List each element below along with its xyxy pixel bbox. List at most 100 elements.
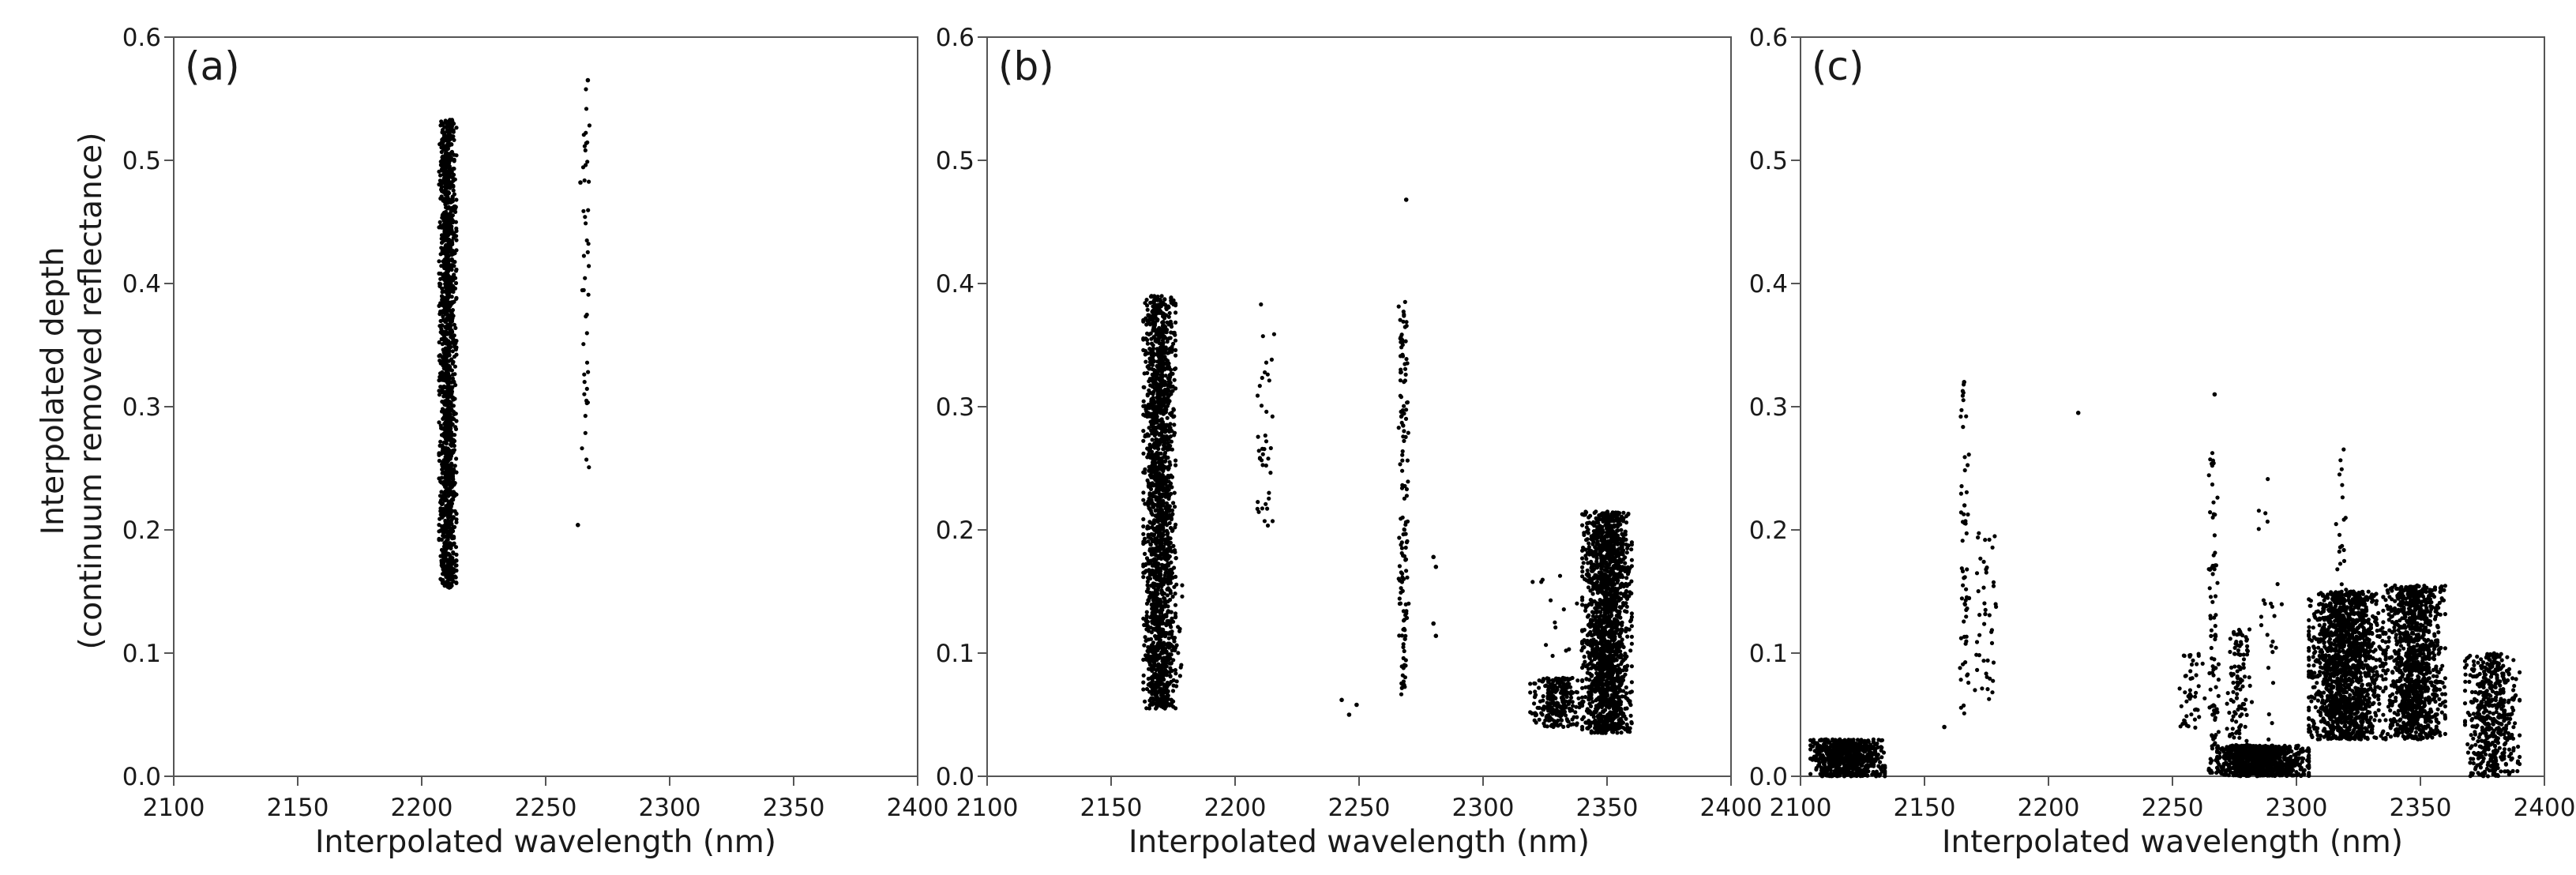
data-point	[1564, 693, 1568, 698]
data-point	[1161, 366, 1166, 371]
data-point	[449, 358, 453, 362]
data-point	[1151, 430, 1157, 435]
data-point	[1540, 712, 1545, 717]
data-point	[1162, 613, 1168, 618]
data-point	[1267, 490, 1271, 495]
data-point	[443, 508, 449, 513]
data-point	[1615, 528, 1620, 533]
data-point	[1167, 447, 1172, 452]
data-point	[446, 363, 451, 368]
data-point	[1401, 618, 1406, 623]
data-point	[584, 130, 588, 135]
data-point	[440, 580, 445, 586]
data-point	[1151, 421, 1157, 426]
data-point	[1166, 351, 1170, 355]
data-point	[1141, 673, 1146, 678]
data-point	[452, 364, 458, 369]
data-point	[1168, 381, 1173, 385]
data-point	[1398, 601, 1403, 606]
data-point	[1629, 689, 1634, 694]
data-point	[1629, 558, 1634, 562]
data-point	[1155, 600, 1160, 606]
data-point	[443, 144, 448, 148]
data-point	[1629, 540, 1634, 545]
data-point	[447, 218, 452, 223]
data-point	[1180, 594, 1185, 599]
data-point	[1159, 350, 1164, 355]
data-point	[1151, 398, 1155, 403]
data-point	[1167, 655, 1172, 660]
data-point	[583, 276, 588, 280]
data-point	[437, 476, 441, 481]
data-point	[454, 153, 459, 158]
data-point	[1158, 346, 1163, 351]
data-point	[1162, 664, 1166, 669]
data-point	[1402, 404, 1406, 408]
data-point	[1167, 336, 1172, 340]
data-point	[1147, 570, 1152, 575]
x-tick-label: 2200	[391, 794, 453, 822]
x-tick-label: 2150	[267, 794, 329, 822]
data-point	[580, 446, 584, 451]
data-point	[453, 205, 458, 209]
data-point	[453, 325, 458, 330]
data-point	[1148, 383, 1153, 388]
data-point	[1141, 524, 1146, 529]
data-point	[1160, 525, 1165, 530]
data-point	[1143, 638, 1148, 644]
data-point	[1398, 336, 1403, 341]
data-point	[441, 384, 447, 389]
data-point	[454, 228, 459, 234]
data-point	[1629, 680, 1634, 685]
data-point	[439, 194, 444, 199]
x-axis-title: Interpolated wavelength (nm)	[1128, 824, 1590, 860]
data-point	[440, 496, 445, 501]
data-point	[1151, 325, 1156, 331]
data-point	[441, 161, 447, 166]
data-point	[444, 223, 449, 228]
data-point	[1174, 684, 1179, 689]
data-point	[448, 456, 453, 461]
data-point	[1620, 668, 1625, 673]
data-point	[1165, 465, 1170, 471]
data-point	[1162, 604, 1167, 609]
data-point	[442, 554, 448, 559]
data-point	[1398, 462, 1403, 467]
data-point	[449, 442, 453, 447]
data-point	[1165, 365, 1170, 370]
data-point	[450, 194, 455, 199]
data-point	[439, 336, 444, 342]
data-point	[1167, 630, 1173, 635]
data-point	[449, 224, 454, 229]
data-point	[1144, 298, 1149, 302]
data-point	[1402, 438, 1406, 444]
data-point	[440, 167, 445, 172]
data-point	[452, 535, 456, 540]
data-point	[1170, 571, 1174, 576]
data-point	[1153, 339, 1158, 344]
data-point	[441, 347, 445, 352]
data-point	[584, 360, 590, 365]
data-point	[443, 167, 448, 172]
data-point	[1165, 505, 1170, 510]
data-point	[1159, 417, 1164, 422]
data-point	[444, 270, 449, 275]
data-point	[448, 367, 452, 372]
data-point	[1618, 649, 1623, 654]
data-point	[1264, 439, 1269, 444]
data-point	[1141, 680, 1146, 685]
data-point	[444, 238, 449, 242]
data-point	[1158, 475, 1163, 480]
y-tick-label: 0.3	[936, 393, 974, 422]
y-tick-label: 0.2	[122, 516, 161, 545]
data-point	[449, 520, 453, 525]
data-point	[442, 179, 448, 184]
data-point	[1629, 547, 1634, 552]
data-point	[1149, 630, 1154, 635]
data-point	[1147, 377, 1152, 381]
data-point	[1143, 699, 1147, 704]
data-point	[454, 248, 459, 253]
data-point	[1176, 651, 1181, 655]
data-point	[584, 107, 589, 111]
y-tick-label: 0.5	[936, 147, 974, 175]
